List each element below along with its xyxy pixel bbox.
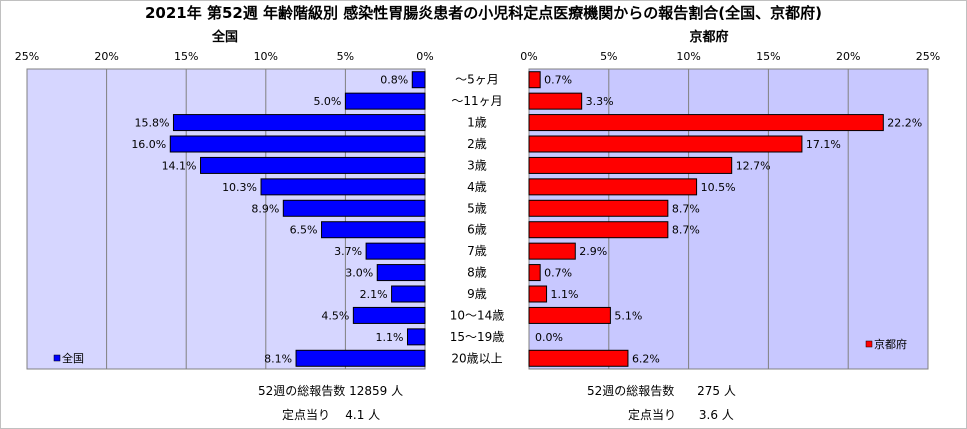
- kyoto-data-label: 17.1%: [806, 138, 841, 151]
- category-label: 4歳: [467, 180, 487, 194]
- national-data-label: 2.1%: [360, 288, 388, 301]
- kyoto-data-label: 22.2%: [887, 117, 922, 130]
- national-tick-label: 20%: [94, 50, 118, 63]
- national-tick-label: 5%: [337, 50, 354, 63]
- kyoto-data-label: 10.5%: [701, 181, 736, 194]
- national-bar: [376, 264, 426, 282]
- kyoto-tick-label: 5%: [600, 50, 617, 63]
- kyoto-bar: [528, 306, 611, 324]
- category-label: 15～19歳: [450, 330, 505, 344]
- kyoto-data-label: 2.9%: [579, 245, 607, 258]
- category-label: 8歳: [467, 266, 487, 280]
- kyoto-tick-label: 20%: [836, 50, 860, 63]
- kyoto-data-label: 3.3%: [586, 95, 614, 108]
- national-bar: [365, 242, 426, 260]
- national-data-label: 1.1%: [376, 331, 404, 344]
- kyoto-tick-label: 10%: [676, 50, 700, 63]
- national-bar: [391, 285, 426, 303]
- national-legend-label: 全国: [62, 351, 84, 365]
- kyoto-data-label: 0.7%: [544, 267, 572, 280]
- kyoto-bar: [528, 349, 629, 367]
- national-data-label: 6.5%: [290, 224, 318, 237]
- kyoto-data-label: 5.1%: [614, 309, 642, 322]
- category-label: 9歳: [467, 287, 487, 301]
- national-data-label: 8.9%: [251, 202, 279, 215]
- national-panel-title: 全国: [211, 30, 238, 45]
- category-label: 6歳: [467, 223, 487, 237]
- category-label: 5歳: [467, 201, 487, 215]
- kyoto-data-label: 12.7%: [736, 159, 771, 172]
- kyoto-bar: [528, 135, 803, 153]
- national-total-text: 52週の総報告数 12859 人: [258, 384, 404, 398]
- national-bar: [406, 328, 426, 346]
- category-label: 20歳以上: [451, 351, 502, 365]
- kyoto-plot-area: [528, 68, 929, 370]
- category-label: 1歳: [467, 116, 487, 130]
- category-label: 2歳: [467, 137, 487, 151]
- kyoto-data-label: 6.2%: [632, 352, 660, 365]
- national-bar: [200, 156, 426, 174]
- category-label: 7歳: [467, 244, 487, 258]
- kyoto-legend-swatch: [865, 340, 873, 348]
- national-data-label: 3.0%: [345, 267, 373, 280]
- kyoto-data-label: 8.7%: [672, 224, 700, 237]
- kyoto-data-label: 0.0%: [535, 331, 563, 344]
- kyoto-bar: [528, 71, 541, 89]
- national-tick-label: 10%: [254, 50, 278, 63]
- national-data-label: 16.0%: [131, 138, 166, 151]
- national-data-label: 5.0%: [313, 95, 341, 108]
- national-bar: [295, 349, 426, 367]
- national-data-label: 14.1%: [162, 159, 197, 172]
- national-data-label: 8.1%: [264, 352, 292, 365]
- national-bar: [411, 71, 426, 89]
- chart-title: 2021年 第52週 年齢階級別 感染性胃腸炎患者の小児科定点医療機関からの報告…: [144, 4, 822, 22]
- national-bar: [321, 221, 426, 239]
- kyoto-data-label: 0.7%: [544, 74, 572, 87]
- national-data-label: 15.8%: [135, 117, 170, 130]
- kyoto-bar: [528, 264, 541, 282]
- national-bar: [260, 178, 426, 196]
- national-tick-label: 0%: [416, 50, 433, 63]
- national-bar: [172, 114, 426, 132]
- national-bar: [344, 92, 426, 110]
- kyoto-bar: [528, 221, 669, 239]
- category-label: ～11ヶ月: [451, 94, 502, 108]
- kyoto-tick-label: 0%: [520, 50, 537, 63]
- kyoto-bar: [528, 199, 669, 217]
- category-label: 3歳: [467, 158, 487, 172]
- category-label: 10～14歳: [450, 308, 505, 322]
- kyoto-bar: [528, 178, 698, 196]
- national-bar: [282, 199, 426, 217]
- national-bar: [352, 306, 426, 324]
- kyoto-per-site-text: 定点当り 3.6 人: [628, 408, 734, 422]
- kyoto-data-label: 8.7%: [672, 202, 700, 215]
- kyoto-data-label: 1.1%: [551, 288, 579, 301]
- national-data-label: 4.5%: [321, 309, 349, 322]
- kyoto-bar: [528, 114, 884, 132]
- kyoto-bar: [528, 156, 733, 174]
- kyoto-panel-title: 京都府: [689, 30, 729, 45]
- national-data-label: 10.3%: [222, 181, 257, 194]
- kyoto-tick-label: 15%: [756, 50, 780, 63]
- kyoto-bar: [528, 92, 583, 110]
- category-label: ～5ヶ月: [455, 73, 499, 87]
- national-tick-label: 15%: [174, 50, 198, 63]
- national-data-label: 3.7%: [334, 245, 362, 258]
- kyoto-bar: [528, 285, 548, 303]
- national-per-site-text: 定点当り 4.1 人: [282, 408, 381, 422]
- kyoto-tick-label: 25%: [916, 50, 940, 63]
- national-tick-label: 25%: [15, 50, 39, 63]
- kyoto-total-text: 52週の総報告数 275 人: [587, 384, 736, 398]
- kyoto-bar: [528, 242, 576, 260]
- national-legend-swatch: [53, 354, 61, 362]
- national-data-label: 0.8%: [380, 74, 408, 87]
- national-bar: [169, 135, 426, 153]
- national-plot-area: [26, 68, 426, 370]
- kyoto-legend-label: 京都府: [874, 337, 907, 351]
